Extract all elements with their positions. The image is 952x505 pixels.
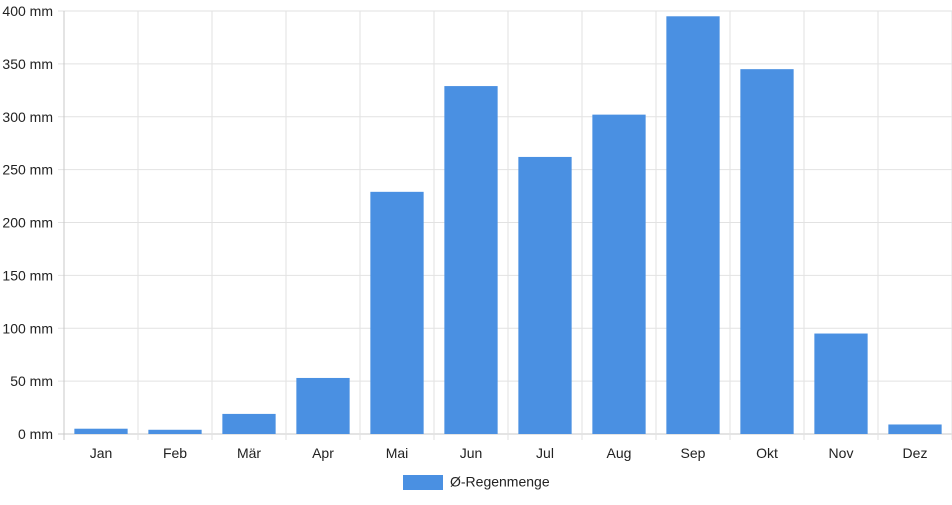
bar-dez[interactable]: [888, 424, 942, 434]
x-tick-label: Mai: [386, 445, 409, 461]
legend[interactable]: Ø-Regenmenge: [403, 474, 550, 491]
bar-feb[interactable]: [148, 429, 202, 434]
x-tick-label: Sep: [681, 445, 706, 461]
bar-aug[interactable]: [592, 114, 646, 434]
x-tick-label: Jan: [90, 445, 113, 461]
x-tick-label: Dez: [903, 445, 928, 461]
bar-jul[interactable]: [518, 156, 572, 434]
legend-swatch[interactable]: [403, 475, 443, 490]
y-tick-label: 50 mm: [10, 373, 53, 389]
x-tick-label: Mär: [237, 445, 261, 461]
x-tick-label: Okt: [756, 445, 778, 461]
y-tick-label: 300 mm: [2, 109, 53, 125]
bar-sep[interactable]: [666, 16, 720, 434]
bar-mär[interactable]: [222, 413, 276, 434]
bar-jan[interactable]: [74, 428, 128, 434]
y-tick-label: 400 mm: [2, 3, 53, 19]
x-tick-label: Jul: [536, 445, 554, 461]
bar-apr[interactable]: [296, 377, 350, 434]
x-tick-label: Nov: [829, 445, 854, 461]
bar-okt[interactable]: [740, 69, 794, 434]
bar-mai[interactable]: [370, 191, 424, 434]
legend-label[interactable]: Ø-Regenmenge: [450, 474, 550, 490]
y-tick-label: 100 mm: [2, 320, 53, 336]
bar-jun[interactable]: [444, 86, 498, 435]
y-tick-label: 250 mm: [2, 162, 53, 178]
y-tick-label: 200 mm: [2, 215, 53, 231]
y-tick-label: 350 mm: [2, 56, 53, 72]
x-tick-label: Jun: [460, 445, 483, 461]
x-tick-label: Aug: [607, 445, 632, 461]
grid-layer: [58, 10, 952, 440]
y-tick-label: 150 mm: [2, 267, 53, 283]
x-tick-label: Feb: [163, 445, 187, 461]
bar-nov[interactable]: [814, 333, 868, 434]
axis-layer: 0 mm 50 mm 100 mm 150 mm 200 mm 250 mm 300 mm 3…: [2, 3, 927, 461]
x-tick-label: Apr: [312, 445, 334, 461]
bars-layer: [74, 16, 942, 435]
y-tick-label: 0 mm: [18, 426, 53, 442]
